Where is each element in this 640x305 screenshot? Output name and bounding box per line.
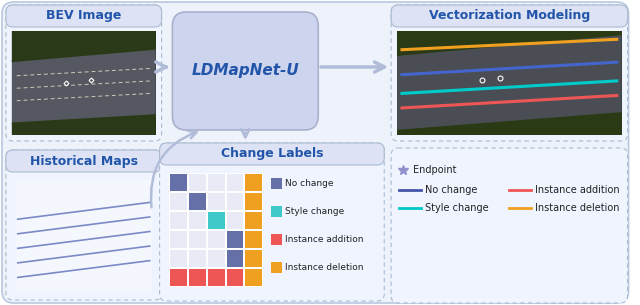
Bar [16, 180, 152, 292]
Bar [207, 192, 225, 210]
FancyBboxPatch shape [391, 148, 628, 303]
Bar [244, 192, 262, 210]
Bar [207, 230, 225, 248]
Bar [244, 249, 262, 267]
Bar [244, 268, 262, 286]
Bar [244, 173, 262, 191]
Bar [271, 262, 282, 273]
Polygon shape [397, 112, 621, 135]
Text: Vectorization Modeling: Vectorization Modeling [429, 9, 590, 23]
Bar [188, 249, 206, 267]
Polygon shape [397, 31, 621, 135]
Text: Style change: Style change [285, 207, 344, 216]
Bar [170, 268, 187, 286]
Bar [244, 173, 262, 191]
Text: LDMapNet-U: LDMapNet-U [191, 63, 299, 78]
Polygon shape [397, 31, 621, 56]
FancyBboxPatch shape [159, 143, 384, 301]
Bar [244, 230, 262, 248]
FancyBboxPatch shape [6, 5, 161, 141]
Bar [170, 230, 187, 248]
Polygon shape [12, 47, 156, 125]
Text: Historical Maps: Historical Maps [29, 155, 138, 167]
Bar [226, 268, 243, 286]
Polygon shape [12, 31, 156, 62]
Bar [226, 230, 243, 248]
Bar [188, 192, 206, 210]
Bar [244, 211, 262, 229]
Bar [271, 234, 282, 245]
Bar [226, 249, 243, 267]
Text: Instance addition: Instance addition [285, 235, 364, 244]
Text: No change: No change [424, 185, 477, 195]
Text: Instance deletion: Instance deletion [535, 203, 620, 213]
Bar [226, 211, 243, 229]
Bar [188, 192, 206, 210]
Bar [207, 211, 225, 229]
Bar [207, 268, 225, 286]
Bar [170, 173, 187, 191]
Bar [207, 249, 225, 267]
Bar [244, 230, 262, 248]
Bar [188, 268, 206, 286]
Bar [226, 249, 243, 267]
FancyBboxPatch shape [6, 5, 161, 27]
Bar [188, 230, 206, 248]
Bar [226, 268, 243, 286]
Text: No change: No change [285, 179, 333, 188]
Bar [226, 192, 243, 210]
Bar [170, 211, 187, 229]
Polygon shape [12, 114, 156, 135]
Bar [226, 173, 243, 191]
Bar [12, 31, 156, 135]
Bar [188, 211, 206, 229]
FancyBboxPatch shape [172, 12, 318, 130]
Bar [188, 173, 206, 191]
Text: Style change: Style change [424, 203, 488, 213]
Bar [397, 31, 621, 135]
Bar [244, 249, 262, 267]
Bar [207, 268, 225, 286]
Bar [244, 268, 262, 286]
FancyBboxPatch shape [6, 150, 161, 172]
FancyBboxPatch shape [159, 143, 384, 165]
Bar [207, 173, 225, 191]
Text: Instance deletion: Instance deletion [285, 263, 364, 272]
Text: Endpoint: Endpoint [413, 165, 456, 175]
Text: Change Labels: Change Labels [221, 148, 323, 160]
Bar [188, 268, 206, 286]
Text: BEV Image: BEV Image [46, 9, 122, 23]
FancyBboxPatch shape [6, 150, 161, 300]
Bar [170, 173, 187, 191]
Bar [207, 211, 225, 229]
Text: Instance addition: Instance addition [535, 185, 620, 195]
Bar [170, 268, 187, 286]
Bar [226, 230, 243, 248]
FancyBboxPatch shape [391, 5, 628, 27]
Bar [170, 192, 187, 210]
FancyBboxPatch shape [2, 2, 628, 303]
Bar [244, 211, 262, 229]
Bar [170, 249, 187, 267]
Bar [244, 192, 262, 210]
Bar [271, 178, 282, 189]
FancyBboxPatch shape [391, 5, 628, 141]
Bar [271, 206, 282, 217]
